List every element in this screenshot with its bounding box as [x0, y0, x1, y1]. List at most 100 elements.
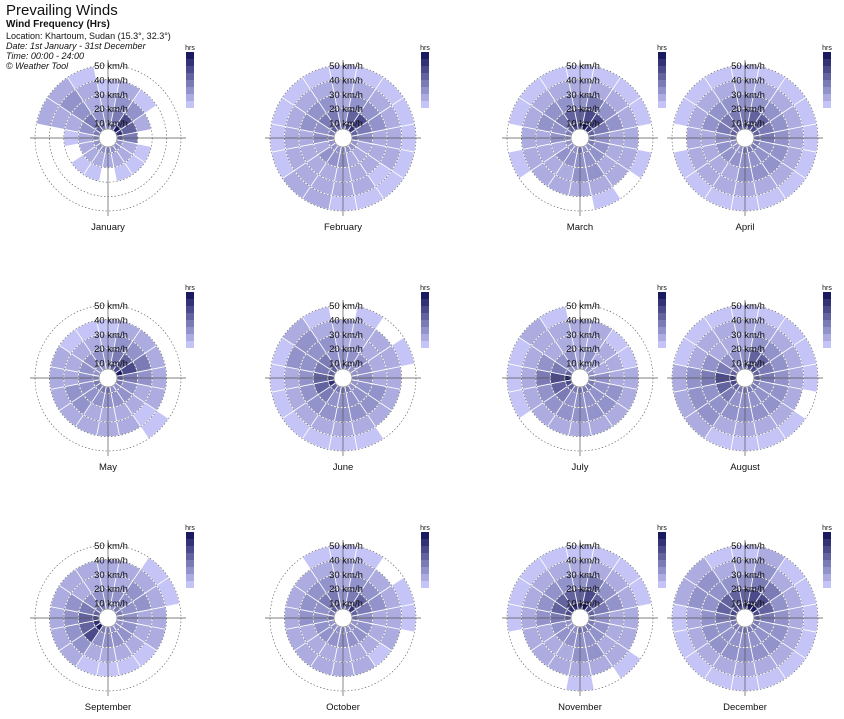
- ring-label: 10 km/h: [566, 359, 600, 370]
- scale-swatch: [421, 320, 429, 327]
- wind-rose-november: 10 km/h 20 km/h 30 km/h 40 km/h 50 km/h Novem…: [502, 525, 667, 713]
- ring-label: 10 km/h: [94, 599, 128, 610]
- scale-swatch: [421, 52, 429, 59]
- scale-swatch: [823, 574, 831, 581]
- scale-swatch: [186, 306, 194, 313]
- ring-label: 10 km/h: [566, 599, 600, 610]
- scale-swatch: [658, 66, 666, 73]
- month-label: July: [572, 462, 589, 473]
- scale-swatch: [823, 553, 831, 560]
- scale-swatch: [658, 52, 666, 59]
- scale-swatch: [186, 327, 194, 334]
- ring-label: 10 km/h: [731, 359, 765, 370]
- scale-swatch: [421, 94, 429, 101]
- scale-swatch: [186, 574, 194, 581]
- color-scale: hrs: [657, 285, 667, 348]
- ring-label: 50 km/h: [731, 541, 765, 552]
- scale-swatch: [421, 539, 429, 546]
- scale-swatch: [823, 560, 831, 567]
- scale-swatch: [421, 313, 429, 320]
- ring-label: 30 km/h: [731, 570, 765, 581]
- scale-swatch: [186, 546, 194, 553]
- ring-label: 30 km/h: [94, 330, 128, 341]
- ring-label: 40 km/h: [731, 555, 765, 566]
- ring-label: 10 km/h: [329, 119, 363, 130]
- ring-label: 10 km/h: [94, 119, 128, 130]
- ring-label: 30 km/h: [94, 570, 128, 581]
- color-scale: hrs: [185, 45, 195, 108]
- month-label: December: [723, 702, 767, 713]
- scale-swatch: [186, 334, 194, 341]
- color-scale: hrs: [420, 525, 430, 588]
- month-label: May: [99, 462, 117, 473]
- wind-rose-february: 10 km/h 20 km/h 30 km/h 40 km/h 50 km/h Febru…: [265, 45, 430, 233]
- credit-text: © Weather Tool: [6, 61, 69, 71]
- ring-label: 50 km/h: [731, 301, 765, 312]
- ring-label: 20 km/h: [731, 344, 765, 355]
- ring-label: 20 km/h: [731, 104, 765, 115]
- scale-swatch: [186, 73, 194, 80]
- scale-swatch: [186, 320, 194, 327]
- ring-label: 20 km/h: [566, 584, 600, 595]
- ring-label: 50 km/h: [94, 61, 128, 72]
- scale-swatch: [421, 567, 429, 574]
- ring-label: 50 km/h: [329, 541, 363, 552]
- scale-swatch: [186, 87, 194, 94]
- ring-label: 30 km/h: [566, 570, 600, 581]
- ring-label: 10 km/h: [566, 119, 600, 130]
- color-scale: hrs: [185, 285, 195, 348]
- scale-swatch: [823, 59, 831, 66]
- scale-unit-label: hrs: [822, 285, 832, 292]
- ring-label: 10 km/h: [94, 359, 128, 370]
- month-label: February: [324, 222, 362, 233]
- color-scale: hrs: [657, 45, 667, 108]
- scale-swatch: [823, 292, 831, 299]
- ring-label: 40 km/h: [566, 315, 600, 326]
- ring-label: 20 km/h: [731, 584, 765, 595]
- location-text: Location: Khartoum, Sudan (15.3°, 32.3°): [6, 31, 171, 41]
- calm-center: [333, 368, 353, 388]
- ring-label: 20 km/h: [329, 104, 363, 115]
- scale-swatch: [658, 299, 666, 306]
- scale-swatch: [658, 313, 666, 320]
- scale-swatch: [823, 73, 831, 80]
- ring-label: 20 km/h: [329, 344, 363, 355]
- scale-swatch: [186, 292, 194, 299]
- scale-swatch: [823, 299, 831, 306]
- time-range-text: Time: 00:00 - 24:00: [6, 51, 84, 61]
- month-label: October: [326, 702, 360, 713]
- scale-swatch: [186, 532, 194, 539]
- ring-label: 40 km/h: [731, 75, 765, 86]
- ring-label: 50 km/h: [94, 541, 128, 552]
- ring-label: 30 km/h: [94, 90, 128, 101]
- scale-swatch: [823, 567, 831, 574]
- ring-label: 30 km/h: [731, 330, 765, 341]
- scale-swatch: [186, 94, 194, 101]
- scale-swatch: [421, 66, 429, 73]
- scale-swatch: [421, 532, 429, 539]
- scale-swatch: [658, 334, 666, 341]
- scale-unit-label: hrs: [420, 45, 430, 52]
- ring-label: 10 km/h: [731, 599, 765, 610]
- scale-swatch: [658, 567, 666, 574]
- scale-swatch: [658, 581, 666, 588]
- scale-swatch: [658, 539, 666, 546]
- scale-swatch: [186, 581, 194, 588]
- month-label: September: [85, 702, 131, 713]
- scale-swatch: [823, 87, 831, 94]
- scale-swatch: [421, 101, 429, 108]
- wind-rose-october: 10 km/h 20 km/h 30 km/h 40 km/h 50 km/h Octob…: [265, 525, 430, 713]
- ring-label: 40 km/h: [94, 555, 128, 566]
- ring-label: 30 km/h: [566, 330, 600, 341]
- scale-swatch: [658, 341, 666, 348]
- wind-rose-march: 10 km/h 20 km/h 30 km/h 40 km/h 50 km/h March…: [502, 45, 667, 233]
- scale-swatch: [658, 73, 666, 80]
- ring-label: 40 km/h: [94, 315, 128, 326]
- scale-unit-label: hrs: [420, 285, 430, 292]
- scale-unit-label: hrs: [420, 525, 430, 532]
- month-label: April: [735, 222, 754, 233]
- scale-swatch: [421, 327, 429, 334]
- scale-swatch: [421, 292, 429, 299]
- ring-label: 30 km/h: [566, 90, 600, 101]
